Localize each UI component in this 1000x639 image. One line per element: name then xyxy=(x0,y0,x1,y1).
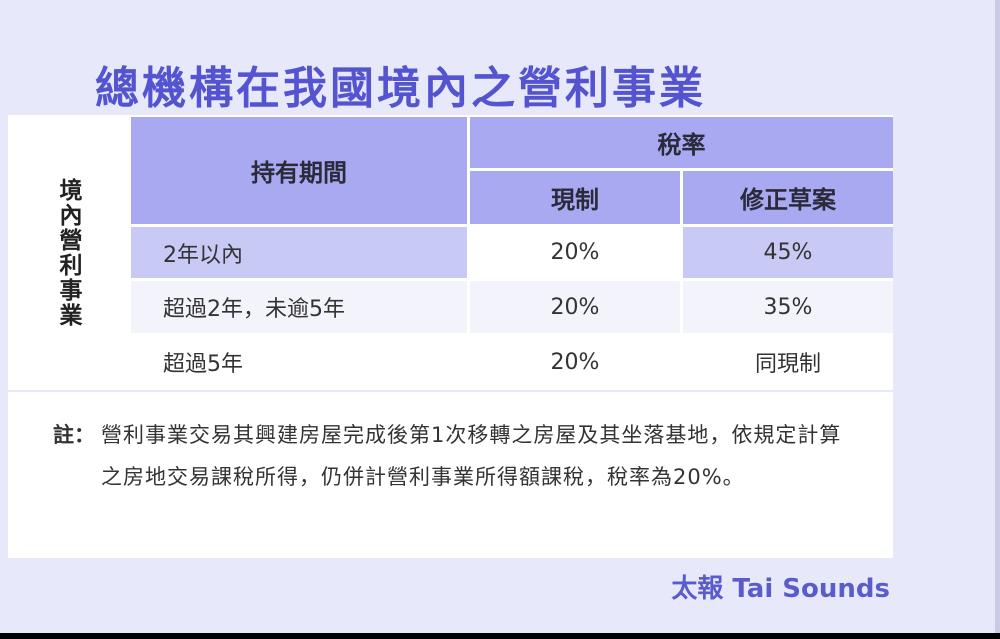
row-draft: 45% xyxy=(683,227,893,278)
row-draft: 同現制 xyxy=(683,336,893,388)
footnote-text: 營利事業交易其興建房屋完成後第1次移轉之房屋及其坐落基地，依規定計算之房地交易課… xyxy=(101,423,842,489)
row-period: 2年以內 xyxy=(131,227,467,278)
footnote: 註： 營利事業交易其興建房屋完成後第1次移轉之房屋及其坐落基地，依規定計算之房地… xyxy=(8,392,893,558)
footnote-label: 註： xyxy=(53,423,95,447)
right-edge xyxy=(995,0,1000,639)
header-current: 現制 xyxy=(470,171,680,224)
source-credit: 太報 Tai Sounds xyxy=(671,574,890,604)
row-period: 超過2年，未逾5年 xyxy=(131,281,467,333)
header-period: 持有期間 xyxy=(131,117,467,224)
row-current: 20% xyxy=(470,281,680,333)
header-draft: 修正草案 xyxy=(683,171,893,224)
header-rate: 稅率 xyxy=(470,117,893,168)
side-label: 境內營利事業 xyxy=(55,177,81,328)
row-current: 20% xyxy=(470,227,680,278)
bottom-bar xyxy=(0,633,1000,639)
row-draft: 35% xyxy=(683,281,893,333)
row-period: 超過5年 xyxy=(131,336,467,388)
row-current: 20% xyxy=(470,336,680,388)
page-title: 總機構在我國境內之營利事業 xyxy=(95,63,706,114)
side-label-cell: 境內營利事業 xyxy=(8,115,128,390)
